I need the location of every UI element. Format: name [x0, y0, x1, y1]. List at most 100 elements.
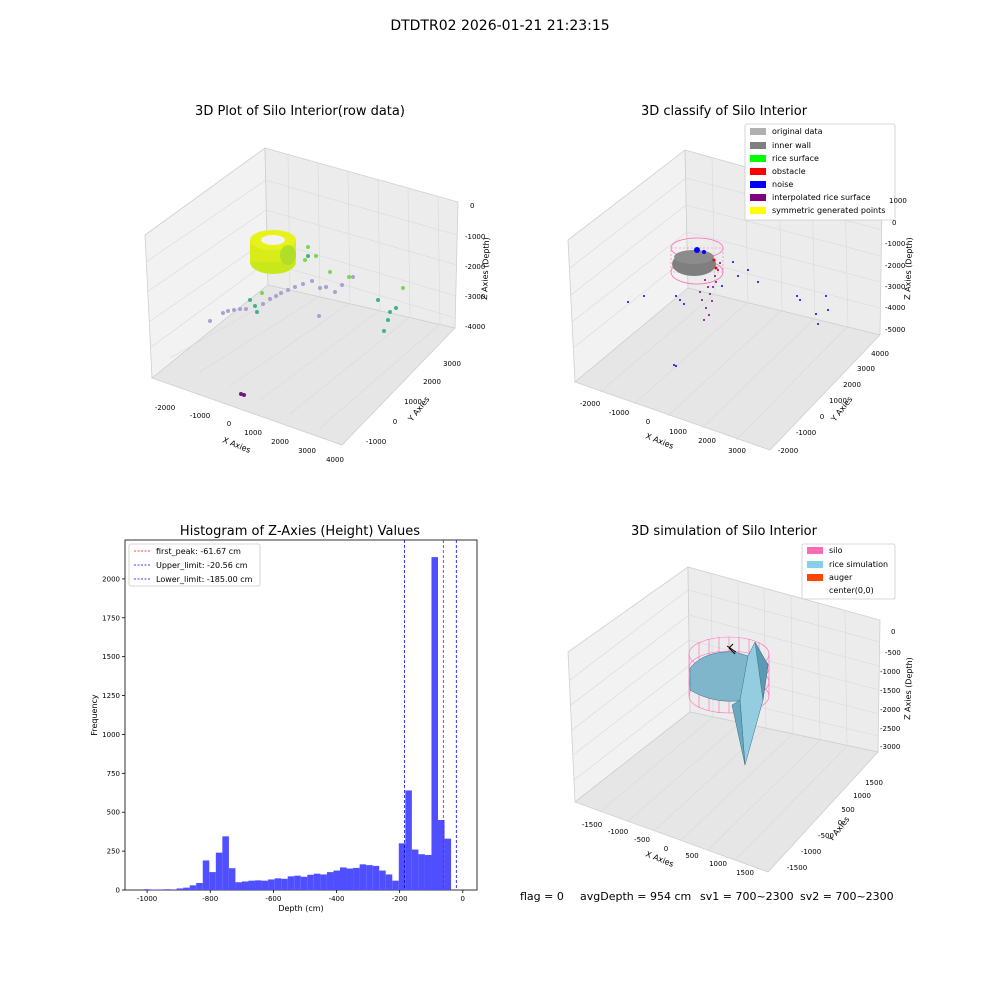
p4-legend-center: center(0,0)	[829, 586, 874, 595]
histogram-bar	[307, 874, 314, 890]
p2-ytick-4: 2000	[843, 381, 861, 389]
histogram-bar	[176, 888, 184, 890]
p3-vlines	[403, 540, 457, 890]
histogram-bar	[255, 880, 262, 890]
p4-ztick-4: -2000	[880, 706, 900, 714]
histogram-bar	[438, 820, 445, 890]
p3-legend-first-peak: first_peak: -61.67 cm	[156, 547, 241, 556]
histogram-bar	[170, 889, 177, 890]
x-tick-label: 0	[461, 895, 465, 903]
p3-ylabel: Frequency	[90, 694, 99, 736]
histogram-bar	[248, 880, 256, 890]
p2-legend-symmetric: symmetric generated points	[772, 206, 885, 215]
histogram-bar	[202, 860, 210, 890]
histogram-bar	[366, 865, 373, 890]
y-tick-label: 500	[107, 809, 120, 817]
histogram-bar	[431, 557, 439, 890]
p1-ytick-2: 1000	[404, 398, 422, 406]
footer-sv2: sv2 = 700~2300	[800, 890, 894, 903]
p2-ztick-2: -1000	[885, 240, 905, 248]
x-tick-label: -200	[392, 895, 408, 903]
p1-ytick-3: 2000	[423, 378, 441, 386]
x-tick-label: -800	[202, 895, 218, 903]
panel1-axes: -2000 -1000 0 1000 2000 3000 4000 -1000 …	[144, 147, 491, 464]
p1-zlabel: Z Axies (Depth)	[480, 237, 491, 300]
histogram-bar	[300, 876, 308, 890]
p4-xtick-1: -1000	[608, 828, 628, 836]
p4-ztick-3: -1500	[880, 687, 900, 695]
p2-ytick-5: 3000	[857, 365, 875, 373]
footer-avg-depth: avgDepth = 954 cm	[580, 890, 692, 903]
panel4-axes: silo rice simulation auger center(0,0) -…	[567, 543, 914, 877]
histogram-bar	[215, 852, 223, 890]
p4-ytick-3: 0	[838, 819, 842, 827]
p3-xlabel: Depth (cm)	[278, 904, 323, 913]
p4-rice-surface	[689, 641, 769, 766]
p2-ztick-5: -4000	[885, 304, 905, 312]
p3-legend-upper-limit: Upper_limit: -20.56 cm	[156, 561, 248, 570]
histogram-bar	[339, 867, 347, 890]
p4-legend-auger: auger	[829, 573, 853, 582]
p3-xticks: -1000 -800 -600 -400 -200 0	[137, 890, 465, 903]
histogram-bar	[268, 879, 275, 890]
p4-ytick-0: -1500	[787, 864, 807, 872]
p2-ztick-1: 0	[892, 219, 896, 227]
histogram-bar	[313, 873, 321, 890]
histogram-bar	[274, 878, 282, 890]
panel2-points	[627, 247, 829, 367]
histogram-bar	[385, 874, 393, 890]
p4-ytick-6: 1500	[865, 779, 883, 787]
histogram-bar	[261, 880, 269, 890]
panel2-legend: original data inner wall rice surface ob…	[744, 123, 896, 221]
p1-xtick-3: 1000	[244, 429, 262, 437]
p2-legend-original-data: original data	[772, 127, 823, 136]
p1-xtick-1: -1000	[190, 412, 210, 420]
y-tick-label: 1000	[102, 731, 120, 739]
histogram-bar	[183, 887, 190, 890]
histogram-bar	[228, 868, 236, 890]
p2-legend-rice-surface: rice surface	[772, 154, 819, 163]
x-tick-label: -400	[329, 895, 345, 903]
panel2-axes: original data inner wall rice surface ob…	[567, 123, 914, 455]
histogram-bar	[294, 875, 301, 890]
histogram-bar	[379, 870, 386, 890]
histogram-bar	[196, 883, 203, 890]
p3-plot-frame	[124, 539, 478, 891]
p4-ytick-5: 1000	[853, 792, 871, 800]
p2-ytick-6: 4000	[871, 350, 889, 358]
p1-ztick-1: -1000	[465, 233, 485, 241]
p3-yticks: 0 250 500 750 1000 1250 1500 1750 2000	[102, 575, 125, 895]
p2-xtick-3: 1000	[669, 428, 687, 436]
p3-bars	[143, 557, 452, 890]
y-tick-label: 1750	[102, 614, 120, 622]
p4-legend-silo: silo	[829, 546, 843, 555]
x-tick-label: -1000	[137, 895, 157, 903]
p1-ztick-4: -4000	[465, 323, 485, 331]
p4-legend-rice-simulation: rice simulation	[829, 560, 888, 569]
panel3-histogram: -1000 -800 -600 -400 -200 0 0 250 500 750 1000 125…	[90, 539, 478, 913]
p1-ytick-4: 3000	[443, 360, 461, 368]
y-tick-label: 1500	[102, 653, 120, 661]
y-tick-label: 750	[107, 770, 120, 778]
p2-xtick-5: 3000	[728, 447, 746, 455]
p4-center-marker	[726, 643, 737, 655]
p2-ytick-2: 0	[820, 413, 824, 421]
y-tick-label: 2000	[102, 575, 120, 583]
histogram-bar	[320, 874, 327, 890]
p4-xtick-0: -1500	[582, 821, 602, 829]
p1-ytick-0: -1000	[366, 438, 386, 446]
panel1-title: 3D Plot of Silo Interior(row data)	[195, 104, 405, 119]
p4-xtick-5: 1000	[709, 860, 727, 868]
histogram-bar	[359, 864, 367, 890]
histogram-bar	[222, 836, 229, 890]
p2-xtick-4: 2000	[698, 437, 716, 445]
histogram-bar	[405, 790, 412, 890]
histogram-bar	[398, 843, 406, 890]
histogram-bar	[424, 855, 432, 890]
histogram-bar	[392, 880, 399, 890]
p2-ytick-0: -2000	[778, 447, 798, 455]
panel2-title: 3D classify of Silo Interior	[640, 104, 808, 119]
p4-xtick-3: 0	[664, 845, 668, 853]
histogram-bar	[333, 870, 340, 890]
